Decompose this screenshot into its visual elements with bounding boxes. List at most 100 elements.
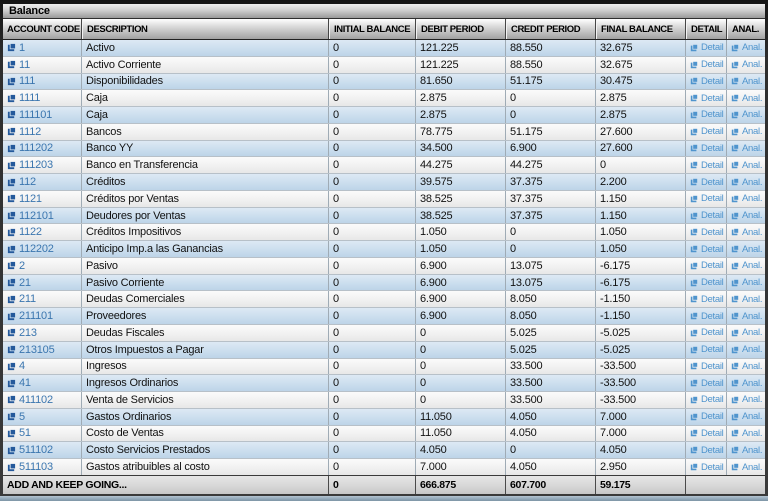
detail-link[interactable]: Detail <box>690 177 724 188</box>
anal-link[interactable]: Anal. <box>731 344 762 355</box>
detail-link[interactable]: Detail <box>690 126 724 137</box>
anal-link[interactable]: Anal. <box>731 244 762 255</box>
anal-link[interactable]: Anal. <box>731 327 762 338</box>
detail-link[interactable]: Detail <box>690 109 724 120</box>
detail-link[interactable]: Detail <box>690 378 724 389</box>
detail-link[interactable]: Detail <box>690 227 724 238</box>
anal-link[interactable]: Anal. <box>731 160 762 171</box>
detail-link[interactable]: Detail <box>690 76 724 87</box>
account-code-link[interactable]: 112202 <box>7 243 54 255</box>
account-code-link[interactable]: 511102 <box>7 444 53 456</box>
account-description: Caja <box>82 90 329 107</box>
drilldown-icon <box>7 194 16 203</box>
detail-link-label: Detail <box>701 243 724 255</box>
anal-link[interactable]: Anal. <box>731 378 762 389</box>
anal-link[interactable]: Anal. <box>731 428 762 439</box>
detail-link-label: Detail <box>701 277 724 289</box>
anal-link[interactable]: Anal. <box>731 260 762 271</box>
anal-link[interactable]: Anal. <box>731 59 762 70</box>
detail-link[interactable]: Detail <box>690 210 724 221</box>
account-code-link[interactable]: 5 <box>7 411 25 423</box>
anal-link[interactable]: Anal. <box>731 193 762 204</box>
account-code-link[interactable]: 111 <box>7 75 35 87</box>
detail-link[interactable]: Detail <box>690 277 724 288</box>
anal-link[interactable]: Anal. <box>731 210 762 221</box>
detail-link[interactable]: Detail <box>690 394 724 405</box>
detail-link[interactable]: Detail <box>690 344 724 355</box>
account-code-link[interactable]: 51 <box>7 427 31 439</box>
account-code-link[interactable]: 21 <box>7 277 31 289</box>
account-code-label: 213 <box>19 326 37 339</box>
column-header-account_code[interactable]: ACCOUNT CODE <box>3 19 82 39</box>
drilldown-icon <box>7 463 16 472</box>
detail-link[interactable]: Detail <box>690 93 724 104</box>
account-code-link[interactable]: 1121 <box>7 193 42 205</box>
anal-drilldown-icon <box>731 329 739 337</box>
credit-period-value: 0 <box>506 442 596 459</box>
detail-link[interactable]: Detail <box>690 462 724 473</box>
detail-link[interactable]: Detail <box>690 327 724 338</box>
initial-balance-value: 0 <box>329 241 416 257</box>
detail-link[interactable]: Detail <box>690 445 724 456</box>
anal-link[interactable]: Anal. <box>731 462 762 473</box>
detail-link[interactable]: Detail <box>690 428 724 439</box>
anal-link[interactable]: Anal. <box>731 361 762 372</box>
detail-link[interactable]: Detail <box>690 361 724 372</box>
detail-link[interactable]: Detail <box>690 193 724 204</box>
account-code-link[interactable]: 211101 <box>7 310 53 322</box>
anal-link[interactable]: Anal. <box>731 227 762 238</box>
anal-link[interactable]: Anal. <box>731 109 762 120</box>
anal-link[interactable]: Anal. <box>731 76 762 87</box>
column-header-debit_period[interactable]: DEBIT PERIOD <box>416 19 506 39</box>
anal-link[interactable]: Anal. <box>731 93 762 104</box>
account-code-link[interactable]: 511103 <box>7 461 53 473</box>
anal-link[interactable]: Anal. <box>731 294 762 305</box>
anal-link[interactable]: Anal. <box>731 411 762 422</box>
column-header-final_balance[interactable]: FINAL BALANCE <box>596 19 686 39</box>
account-code-link[interactable]: 213105 <box>7 344 55 356</box>
column-header-anal[interactable]: ANAL. <box>727 19 765 39</box>
account-code-link[interactable]: 211 <box>7 293 36 305</box>
detail-link[interactable]: Detail <box>690 59 724 70</box>
credit-period-value: 88.550 <box>506 40 596 56</box>
account-code-link[interactable]: 1112 <box>7 126 41 138</box>
detail-link[interactable]: Detail <box>690 260 724 271</box>
anal-link[interactable]: Anal. <box>731 445 762 456</box>
detail-link[interactable]: Detail <box>690 311 724 322</box>
anal-link[interactable]: Anal. <box>731 42 762 53</box>
account-code-link[interactable]: 41 <box>7 377 31 389</box>
anal-link[interactable]: Anal. <box>731 177 762 188</box>
detail-link[interactable]: Detail <box>690 160 724 171</box>
detail-link[interactable]: Detail <box>690 244 724 255</box>
account-code-link[interactable]: 112101 <box>7 210 54 222</box>
column-header-initial_balance[interactable]: INITIAL BALANCE <box>329 19 416 39</box>
column-header-description[interactable]: DESCRIPTION <box>82 19 329 39</box>
detail-link[interactable]: Detail <box>690 294 724 305</box>
account-code-link[interactable]: 1122 <box>7 226 42 238</box>
anal-link[interactable]: Anal. <box>731 311 762 322</box>
account-code-link[interactable]: 111202 <box>7 142 53 154</box>
anal-link[interactable]: Anal. <box>731 126 762 137</box>
account-code-link[interactable]: 4 <box>7 360 25 372</box>
detail-drilldown-icon <box>690 61 698 69</box>
anal-link[interactable]: Anal. <box>731 143 762 154</box>
anal-link[interactable]: Anal. <box>731 277 762 288</box>
account-code-link[interactable]: 111203 <box>7 159 53 171</box>
final-balance-value: 32.675 <box>596 40 686 56</box>
detail-link[interactable]: Detail <box>690 42 724 53</box>
detail-link[interactable]: Detail <box>690 143 724 154</box>
anal-link[interactable]: Anal. <box>731 394 762 405</box>
anal-drilldown-icon <box>731 61 739 69</box>
detail-link-label: Detail <box>701 293 724 305</box>
account-code-link[interactable]: 2 <box>7 260 25 272</box>
account-code-link[interactable]: 411102 <box>7 394 53 406</box>
account-code-link[interactable]: 1111 <box>7 92 40 104</box>
account-code-link[interactable]: 11 <box>7 59 30 71</box>
account-code-link[interactable]: 1 <box>7 42 25 54</box>
detail-link[interactable]: Detail <box>690 411 724 422</box>
column-header-credit_period[interactable]: CREDIT PERIOD <box>506 19 596 39</box>
account-code-link[interactable]: 112 <box>7 176 36 188</box>
account-code-link[interactable]: 111101 <box>7 109 52 121</box>
column-header-detail[interactable]: DETAIL <box>686 19 727 39</box>
account-code-link[interactable]: 213 <box>7 327 37 339</box>
